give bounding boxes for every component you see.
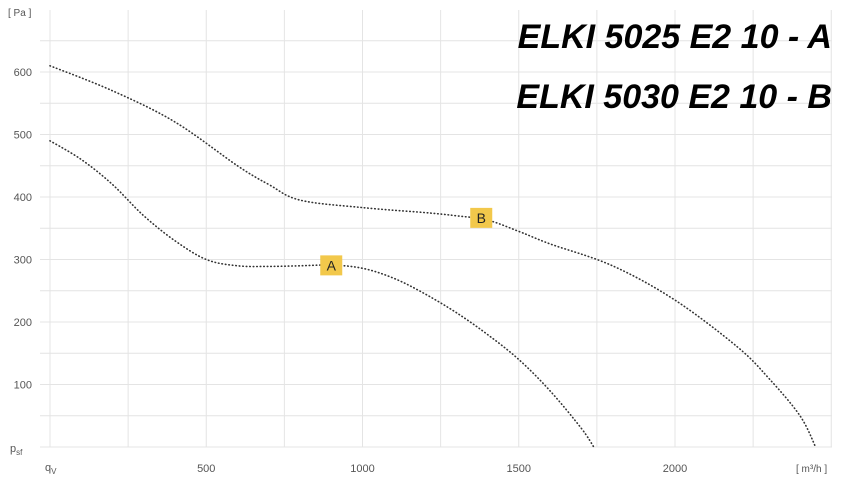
curve-A [49, 140, 595, 448]
y-tick-label: 500 [14, 130, 32, 142]
chart-title-line-2: ELKI 5030 E2 10 - B [516, 78, 832, 116]
y-axis-symbol: psf [10, 443, 23, 457]
x-unit-label: [ m³/h ] [796, 464, 827, 475]
tick-labels: 100 200 300 400 500 600 500 1000 1500 2000 [14, 67, 688, 475]
curve-label-box-B [470, 207, 493, 228]
x-tick-label: 500 [197, 463, 215, 475]
grid [40, 10, 832, 448]
chart-title-line-1: ELKI 5025 E2 10 - A [518, 18, 832, 56]
curve-label-box-A [320, 255, 343, 276]
curve-labels: AB [320, 207, 493, 276]
y-tick-label: 100 [14, 380, 32, 392]
curve-label-B: B [477, 210, 486, 226]
x-tick-label: 1000 [350, 463, 374, 475]
y-tick-label: 600 [14, 67, 32, 79]
y-tick-label: 300 [14, 255, 32, 267]
y-unit-label: [ Pa ] [8, 8, 32, 19]
y-tick-label: 400 [14, 192, 32, 204]
y-tick-label: 200 [14, 317, 32, 329]
curve-B [49, 65, 817, 448]
curve-label-A: A [327, 257, 337, 273]
x-tick-label: 2000 [663, 463, 687, 475]
x-tick-label: 1500 [507, 463, 531, 475]
x-axis-symbol: qV [45, 462, 57, 476]
curves [49, 65, 817, 448]
